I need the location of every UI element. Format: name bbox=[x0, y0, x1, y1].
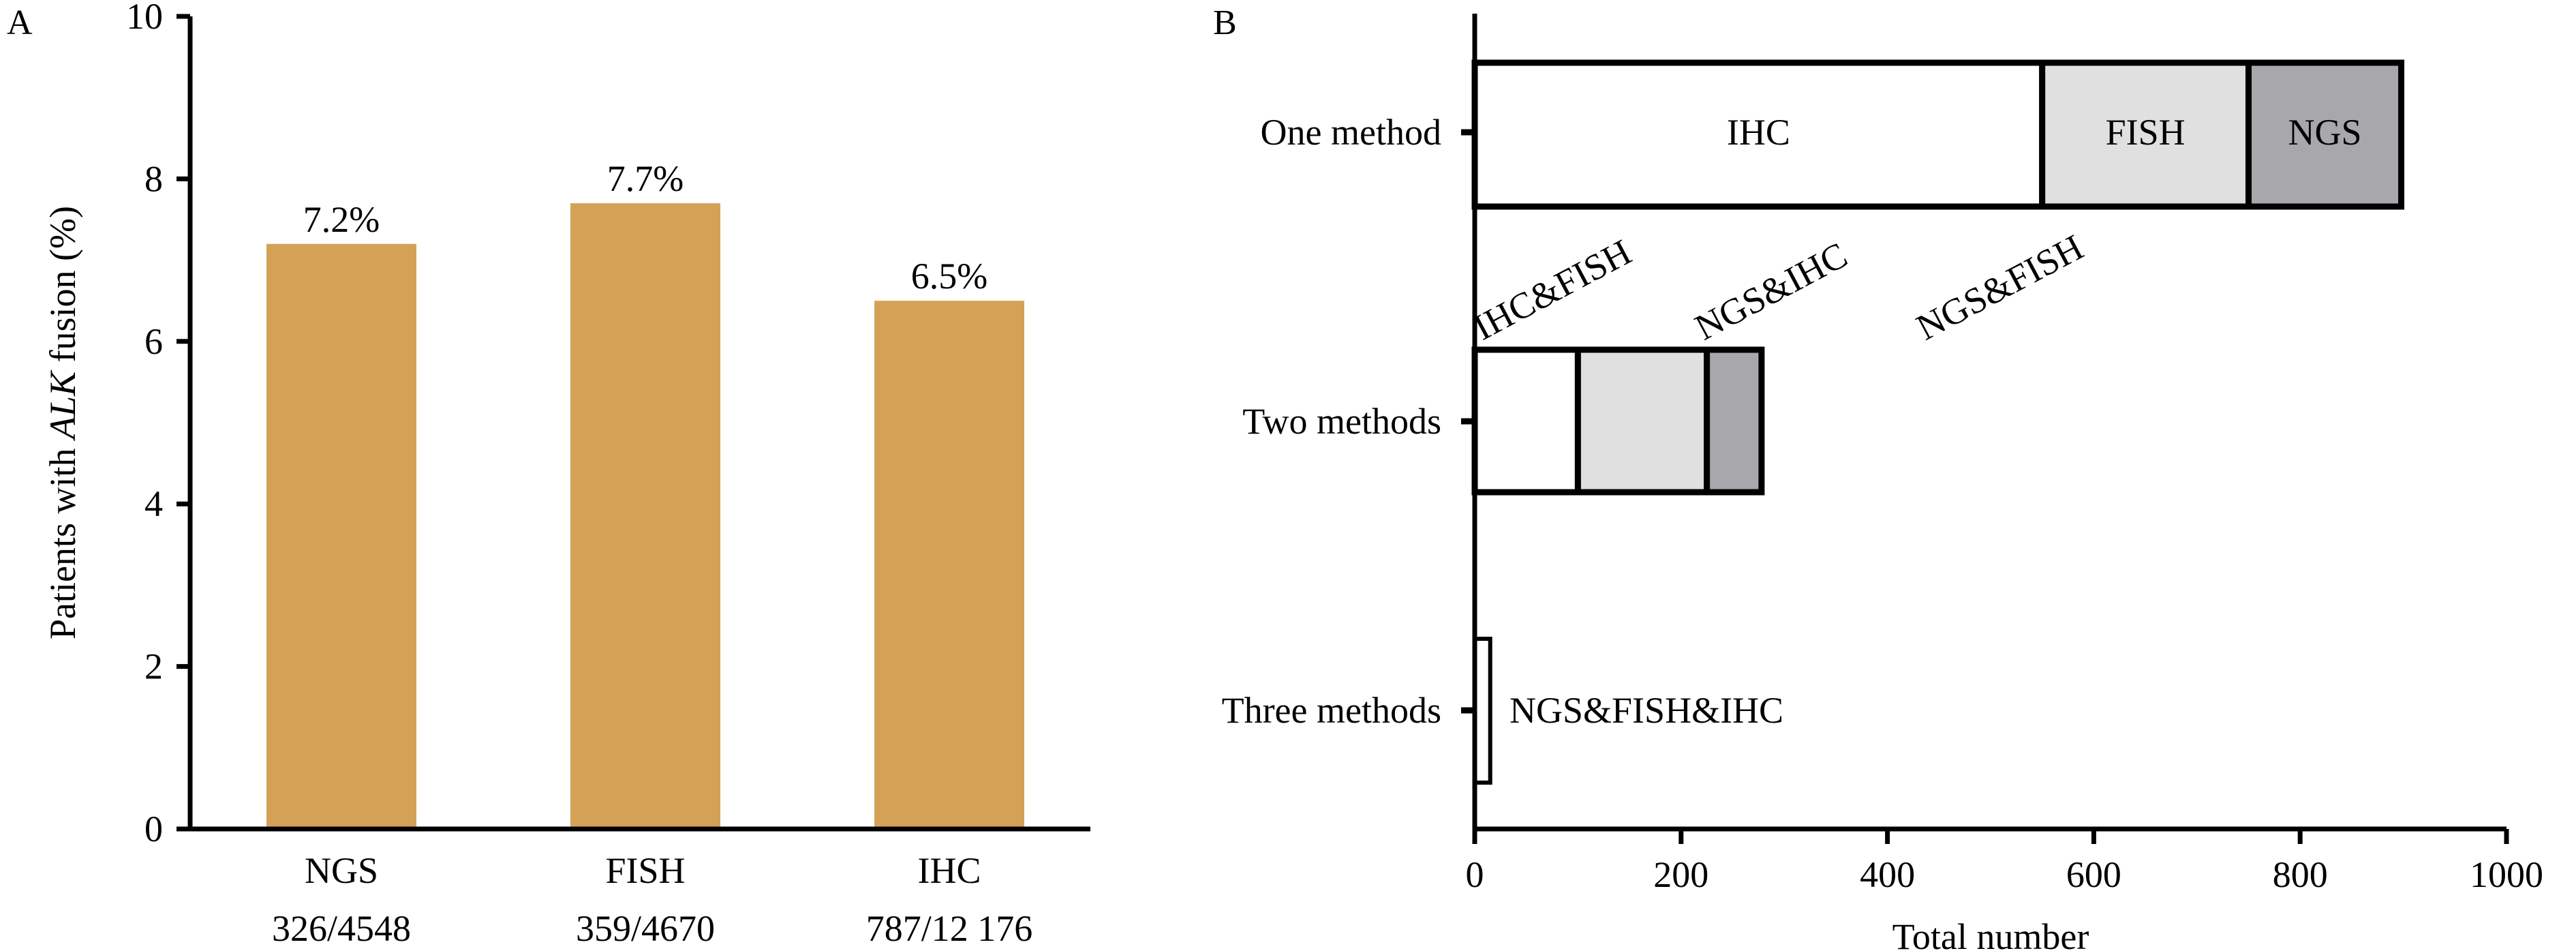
panel-b-label: B bbox=[1213, 3, 1237, 42]
y-tick-label: One method bbox=[1261, 112, 1441, 153]
x-tick-sublabel: 326/4548 bbox=[272, 908, 411, 949]
x-tick-label: 0 bbox=[1466, 854, 1484, 895]
bar-segment-ngs-ihc bbox=[1574, 346, 1711, 496]
x-tick-label: 1000 bbox=[2470, 854, 2543, 895]
segment-label: NGS bbox=[2288, 112, 2362, 153]
bar-segment-fish bbox=[2039, 59, 2252, 210]
y-tick-label: Two methods bbox=[1242, 401, 1441, 442]
bar-ihc bbox=[874, 301, 1024, 829]
y-axis-label: Patients with ALK fusion (%) bbox=[42, 206, 83, 639]
x-axis-label: Total number bbox=[1892, 916, 2089, 951]
y-label-italic: ALK bbox=[42, 369, 83, 441]
x-tick-sublabel: 359/4670 bbox=[576, 908, 715, 949]
x-tick-label: 600 bbox=[2066, 854, 2121, 895]
panel-a-bar-chart: A Patients with ALK fusion (%) 7.2% NGS 32… bbox=[7, 0, 1090, 949]
segment-label: IHC&FISH bbox=[1467, 231, 1638, 348]
data-label: 7.2% bbox=[303, 199, 380, 240]
y-tick-label: Three methods bbox=[1222, 690, 1441, 731]
data-label: 6.5% bbox=[911, 256, 987, 297]
segment-label: FISH bbox=[2106, 112, 2186, 153]
y-tick-label: 4 bbox=[144, 483, 163, 524]
segment-label: NGS&FISH bbox=[1910, 226, 2089, 348]
bar-segment-ngs-fish bbox=[1704, 346, 1765, 496]
y-tick-label: 6 bbox=[144, 321, 163, 362]
y-tick-label: 8 bbox=[144, 158, 163, 199]
x-tick-sublabel: 787/12 176 bbox=[866, 908, 1033, 949]
segment-label: NGS&FISH&IHC bbox=[1509, 690, 1783, 731]
x-tick-label: 200 bbox=[1653, 854, 1708, 895]
x-tick-label: NGS bbox=[305, 850, 378, 891]
panel-a-label: A bbox=[7, 3, 33, 42]
segment-label: NGS&IHC bbox=[1688, 235, 1854, 348]
panel-b-stacked-bar-chart: B Total number IHC FISH NGS One method IHC&F… bbox=[1213, 3, 2543, 951]
x-tick-label: FISH bbox=[605, 850, 685, 891]
x-tick-label: 400 bbox=[1860, 854, 1915, 895]
x-tick-label: IHC bbox=[918, 850, 981, 891]
data-label: 7.7% bbox=[607, 158, 684, 199]
bar-fish bbox=[570, 203, 720, 829]
bar-ngs bbox=[266, 243, 416, 829]
bar-segment-ihc-fish bbox=[1471, 346, 1581, 496]
y-tick-label: 0 bbox=[144, 809, 163, 849]
y-label-pre: Patients with bbox=[42, 439, 83, 639]
bar-segment-ngs bbox=[2245, 59, 2405, 210]
y-label-post: fusion (%) bbox=[42, 206, 83, 372]
x-tick-label: 800 bbox=[2273, 854, 2328, 895]
y-tick-label: 2 bbox=[144, 646, 163, 687]
segment-label: IHC bbox=[1727, 112, 1790, 153]
y-tick-label: 10 bbox=[126, 0, 163, 37]
